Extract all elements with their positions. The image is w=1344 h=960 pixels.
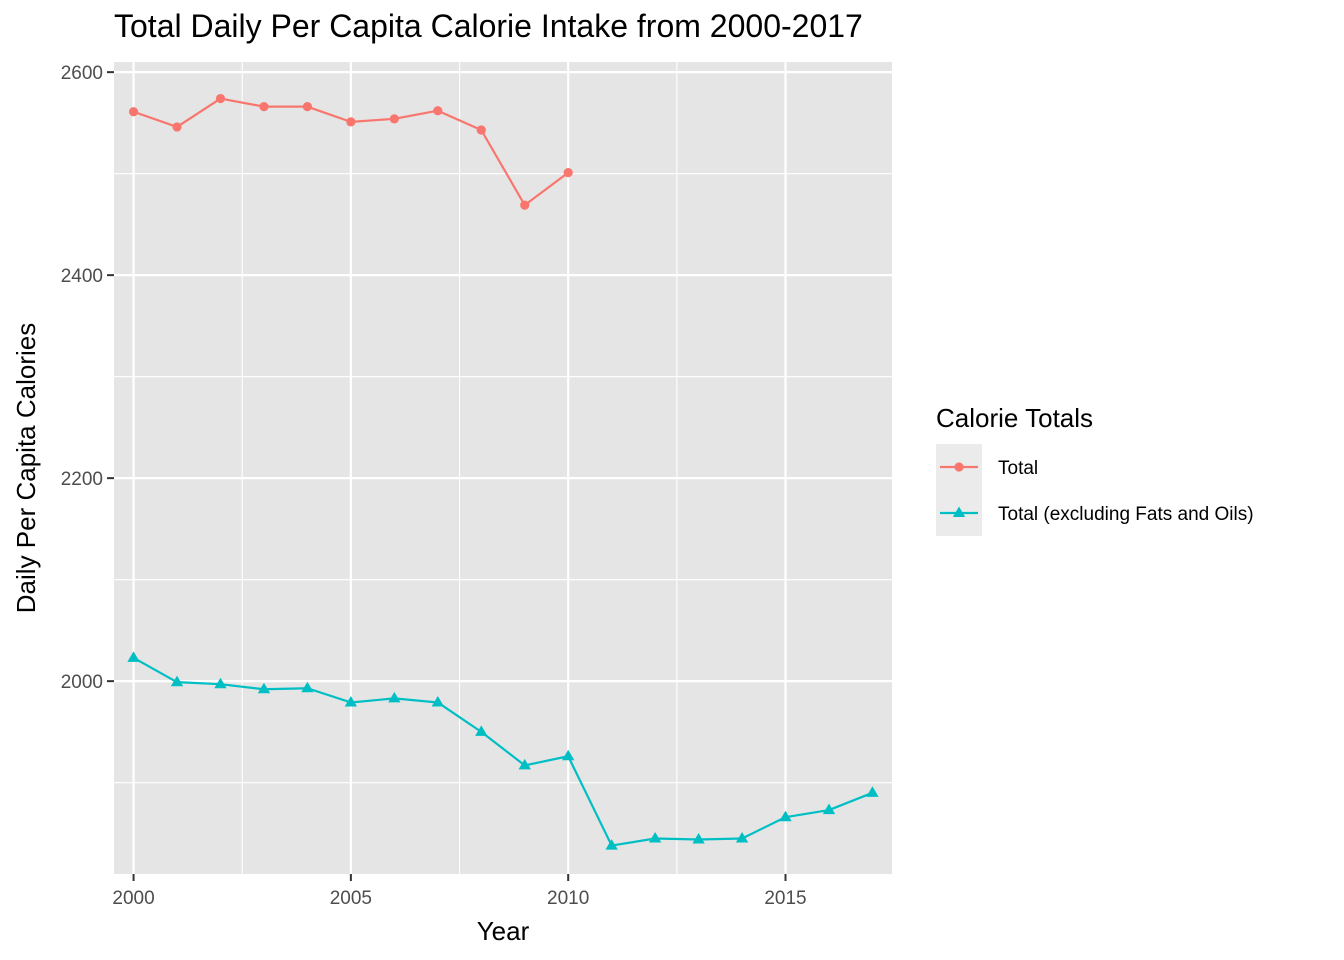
data-point <box>215 93 226 104</box>
data-point <box>433 106 443 116</box>
data-point <box>866 786 879 797</box>
data-point <box>648 831 662 843</box>
data-point <box>563 168 573 178</box>
y-tick-label: 2000 <box>61 672 103 693</box>
x-axis: 2000 2005 2010 2015 <box>112 874 807 909</box>
data-point <box>476 125 486 135</box>
data-point <box>562 749 575 761</box>
x-tick-label: 2000 <box>112 888 154 909</box>
data-point <box>302 102 313 112</box>
data-point <box>735 831 749 843</box>
major-gridlines <box>114 62 892 874</box>
y-axis: 2000 2200 2400 2600 <box>61 63 114 693</box>
legend-marker <box>952 506 966 518</box>
legend: Calorie Totals Total Total (excluding Fat… <box>936 403 1254 536</box>
minor-gridlines <box>114 62 892 874</box>
data-point <box>346 117 356 127</box>
data-point <box>128 107 139 117</box>
legend-label: Total (excluding Fats and Oils) <box>998 504 1254 525</box>
data-point <box>475 725 488 736</box>
x-axis-title: Year <box>477 916 530 946</box>
x-tick-label: 2015 <box>764 888 806 909</box>
series-layer <box>127 93 879 850</box>
data-point <box>389 114 399 124</box>
data-point <box>301 681 314 693</box>
data-point <box>214 677 227 689</box>
y-axis-title: Daily Per Capita Calories <box>11 323 41 613</box>
series-1 <box>128 93 573 210</box>
data-point <box>172 122 182 132</box>
legend-item: Total (excluding Fats and Oils) <box>936 490 1254 536</box>
data-point <box>520 200 530 210</box>
legend-item: Total <box>936 444 1038 490</box>
data-point <box>259 102 269 112</box>
data-point <box>518 758 531 770</box>
data-point <box>431 695 444 707</box>
legend-marker <box>954 462 964 472</box>
data-point <box>822 803 836 815</box>
data-point <box>605 839 618 850</box>
legend-label: Total <box>998 458 1038 479</box>
y-tick-label: 2200 <box>61 469 103 490</box>
data-point <box>692 832 705 844</box>
data-point <box>344 695 358 707</box>
data-point <box>257 682 271 694</box>
y-tick-label: 2400 <box>61 266 103 287</box>
chart-title: Total Daily Per Capita Calorie Intake fr… <box>114 8 863 44</box>
data-point <box>127 651 140 662</box>
series-line <box>133 656 873 847</box>
y-tick-label: 2600 <box>61 63 103 84</box>
plot-panel <box>114 62 892 874</box>
x-tick-label: 2010 <box>547 888 589 909</box>
data-point <box>388 691 401 703</box>
x-tick-label: 2005 <box>330 888 372 909</box>
legend-title: Calorie Totals <box>936 403 1093 433</box>
data-point <box>779 810 792 822</box>
series-2 <box>127 651 879 850</box>
data-point <box>170 675 184 687</box>
